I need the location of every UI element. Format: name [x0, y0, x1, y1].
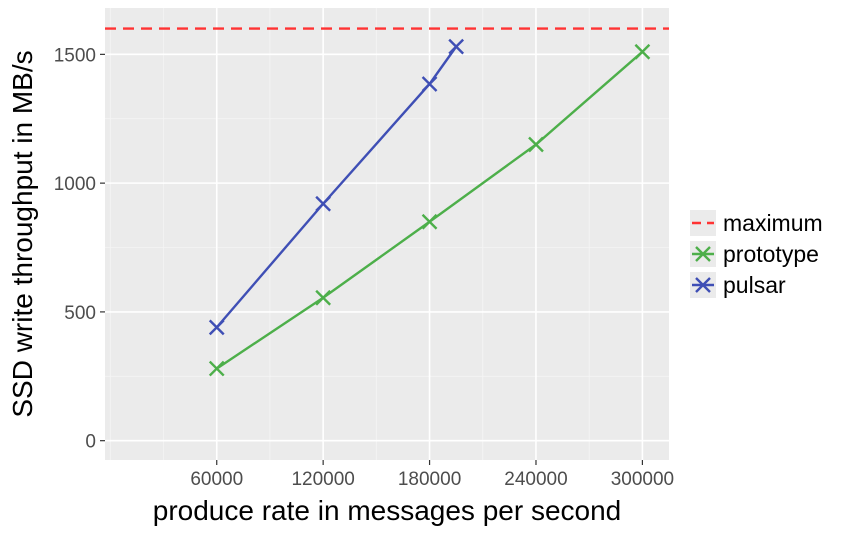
series-line-pulsar	[215, 45, 458, 329]
x-tick-label: 180000	[398, 469, 461, 490]
legend-label-pulsar: pulsar	[723, 272, 786, 298]
data-point-pulsar-stroke-b	[448, 38, 465, 55]
y-axis-title: SSD write throughput in MB/s	[7, 50, 38, 417]
data-point-prototype-stroke-b	[208, 360, 225, 377]
legend-key-prototype	[692, 246, 714, 262]
y-tick-label: 0	[85, 432, 96, 453]
data-point-prototype-stroke-b	[634, 43, 651, 60]
y-tick-label: 1000	[54, 174, 96, 195]
legend: maximum prototype pulsar	[690, 210, 823, 298]
legend-key-marker	[695, 246, 711, 262]
legend-key-pulsar	[692, 277, 714, 293]
data-point-prototype	[315, 289, 331, 306]
data-point-pulsar	[448, 38, 465, 55]
legend-key-marker-stroke-b	[695, 277, 711, 293]
data-point-pulsar-stroke-b	[421, 76, 438, 92]
data-point-pulsar	[315, 195, 331, 212]
x-axis-ticks: 60000 120000 180000 240000 300000	[190, 460, 674, 490]
panel-background	[105, 8, 669, 460]
data-point-prototype	[528, 136, 544, 153]
data-point-prototype	[208, 360, 225, 377]
data-point-prototype-stroke-b	[528, 136, 544, 153]
y-axis-ticks: 0 500 1000 1500	[54, 45, 105, 453]
x-tick-label: 240000	[504, 469, 567, 490]
legend-key-marker	[695, 277, 711, 293]
data-point-pulsar	[421, 76, 438, 92]
data-point-prototype-stroke-b	[421, 213, 438, 230]
x-tick-label: 120000	[291, 469, 354, 490]
data-point-prototype	[634, 43, 651, 60]
y-tick-label: 1500	[54, 45, 96, 66]
x-tick-label: 60000	[190, 469, 243, 490]
data-point-prototype	[421, 213, 438, 230]
series-points	[208, 38, 651, 377]
x-axis-title: produce rate in messages per second	[153, 495, 622, 526]
x-tick-label: 300000	[611, 469, 674, 490]
legend-label-maximum: maximum	[723, 210, 823, 236]
legend-key-marker-stroke-b	[695, 246, 711, 262]
data-point-prototype-stroke-b	[315, 289, 331, 306]
grid-minor	[105, 8, 669, 460]
data-point-pulsar-stroke-b	[315, 195, 331, 212]
y-tick-label: 500	[64, 303, 96, 324]
legend-label-prototype: prototype	[723, 241, 819, 267]
data-point-pulsar	[208, 319, 225, 336]
data-point-pulsar-stroke-b	[208, 319, 225, 336]
